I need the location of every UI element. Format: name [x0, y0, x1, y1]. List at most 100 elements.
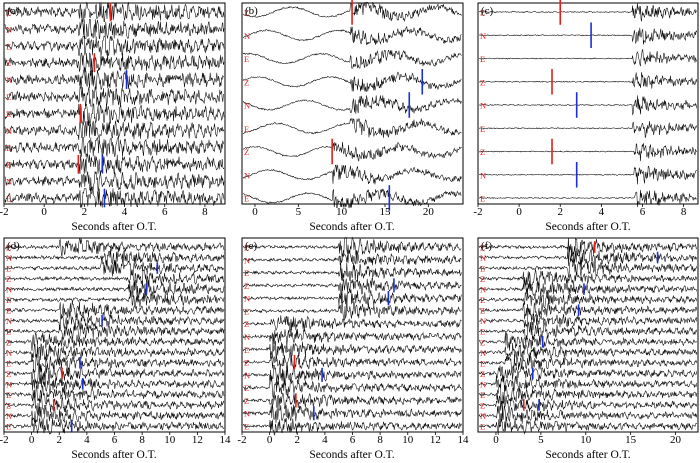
channel-label: N — [6, 75, 12, 85]
x-tick-label: 20 — [670, 434, 682, 446]
channel-label: Z — [244, 243, 249, 253]
x-tick-label: 4 — [122, 206, 128, 218]
waveform-trace — [478, 342, 698, 361]
waveform-trace — [242, 340, 462, 359]
channel-label: N — [244, 370, 250, 380]
waveform-trace — [242, 301, 462, 321]
channel-label: N — [480, 316, 486, 326]
x-tick-label: 0 — [252, 206, 258, 218]
x-tick-label: 12 — [192, 434, 203, 446]
x-tick-label: -2 — [473, 206, 482, 218]
channel-label: Z — [480, 337, 485, 347]
waveform-trace — [4, 52, 225, 73]
channel-label: N — [480, 31, 486, 41]
channel-label: N — [480, 253, 486, 263]
channel-label: Z — [480, 400, 485, 410]
channel-label: Z — [6, 400, 11, 410]
panel-a-frame — [3, 2, 226, 205]
channel-label: Z — [6, 337, 11, 347]
x-tick-label: 15 — [380, 206, 392, 218]
channel-label: E — [6, 41, 11, 51]
panel-a-xlabel: Seconds after O.T. — [71, 221, 156, 233]
x-tick-label: -2 — [0, 206, 9, 218]
channel-label: N — [480, 379, 486, 389]
channel-label: Z — [244, 281, 249, 291]
channel-label: N — [480, 411, 486, 421]
x-tick-label: 0 — [29, 434, 35, 446]
waveform-trace — [478, 384, 698, 404]
channel-label: N — [480, 285, 486, 295]
channel-label: N — [244, 409, 250, 419]
waveform-trace — [242, 417, 462, 436]
waveform-trace — [4, 323, 225, 341]
panel-d-xlabel: Seconds after O.T. — [71, 449, 156, 461]
waveform-trace — [242, 118, 462, 138]
x-tick-label: 0 — [41, 206, 47, 218]
channel-label: E — [244, 54, 249, 64]
channel-label: Z — [244, 8, 249, 18]
panel-c: Z N E Z N E Z N E -2 0 2 4 6 8 (c) Seconds after O.T. — [473, 0, 699, 233]
channel-label: Z — [480, 243, 485, 253]
waveform-trace — [478, 95, 698, 116]
channel-label: Z — [480, 369, 485, 379]
waveform-trace — [4, 268, 225, 288]
channel-label: E — [244, 422, 249, 432]
waveform-trace — [478, 374, 698, 392]
waveform-trace — [478, 395, 698, 415]
panel-a-label: (a) — [7, 5, 20, 17]
channel-label: Z — [6, 274, 11, 284]
x-tick-label: 8 — [377, 434, 383, 446]
channel-label: N — [244, 332, 250, 342]
x-tick-label: 0 — [516, 206, 522, 218]
waveform-trace — [242, 188, 462, 209]
waveform-trace — [242, 25, 462, 45]
waveform-trace — [242, 377, 462, 398]
panel-a-ticks: -2 0 2 4 6 8 — [0, 204, 208, 218]
waveform-trace — [4, 416, 225, 435]
panel-f-ticks: 0 5 10 15 20 — [493, 432, 682, 446]
channel-label: N — [244, 294, 250, 304]
panel-c-label: (c) — [481, 5, 494, 17]
waveform-trace — [4, 1, 225, 22]
waveform-trace — [4, 258, 225, 277]
channel-label: N — [6, 411, 12, 421]
x-tick-label: 10 — [164, 434, 176, 446]
channel-label: N — [6, 316, 12, 326]
channel-label: E — [6, 422, 11, 432]
x-tick-label: 12 — [430, 434, 441, 446]
panel-b-ticks: 0 5 10 15 20 — [252, 204, 434, 218]
waveform-trace — [478, 416, 697, 436]
channel-label: E — [480, 295, 485, 305]
channel-label: E — [244, 124, 249, 134]
channel-label: E — [480, 390, 485, 400]
waveform-trace — [4, 395, 225, 415]
channel-label: E — [6, 358, 11, 368]
channel-label: N — [6, 177, 12, 187]
waveform-trace — [4, 374, 225, 392]
x-tick-label: 4 — [322, 434, 328, 446]
channel-label: E — [480, 422, 485, 432]
x-tick-label: 6 — [350, 434, 356, 446]
waveform-trace — [478, 72, 698, 89]
channel-label: Z — [6, 243, 11, 253]
channel-label: E — [480, 327, 485, 337]
panel-c-frame — [477, 2, 699, 205]
waveform-trace — [478, 290, 698, 309]
channel-label: Z — [480, 8, 485, 18]
x-tick-label: 5 — [538, 434, 544, 446]
x-tick-label: 10 — [402, 434, 414, 446]
waveform-trace — [4, 120, 225, 141]
x-tick-label: 8 — [139, 434, 145, 446]
channel-label: N — [6, 348, 12, 358]
panel-d-ticks: -2 0 2 4 6 8 10 12 14 — [0, 432, 231, 446]
waveform-trace — [242, 236, 462, 258]
channel-label: E — [244, 383, 249, 393]
waveform-trace — [242, 277, 462, 296]
channel-label: Z — [480, 274, 485, 284]
waveform-trace — [242, 365, 462, 385]
waveform-trace — [242, 250, 462, 266]
